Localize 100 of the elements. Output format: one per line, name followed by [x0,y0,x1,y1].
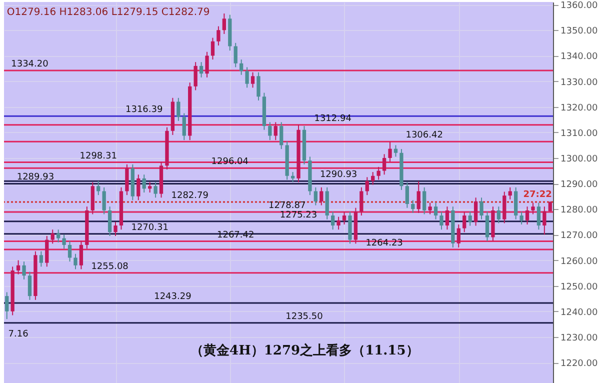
candlestick [205,51,209,78]
candlestick [531,202,535,215]
y-tick-label: 1350.00 [560,26,598,37]
y-tick-label: 1320.00 [560,103,598,114]
candlestick [388,141,392,162]
candlestick [382,154,386,176]
annotation: 27:22 [523,190,552,200]
candlestick [320,186,324,206]
annotation: （黄金4H）1279之上看多（11.15） [190,342,419,359]
candlestick [405,182,409,208]
candlestick [422,186,426,215]
candlestick [365,176,369,196]
candlestick [456,224,460,248]
candlestick [502,191,506,224]
candlestick [142,174,146,193]
ref-line-label: 1275.23 [280,210,318,220]
candlestick [485,211,490,242]
candlestick [290,172,295,183]
candlestick [234,42,238,68]
ref-line-label: 1278.87 [268,201,306,212]
ref-line-label: 1316.39 [126,105,163,116]
candlestick [394,144,398,158]
candlestick [245,66,249,88]
candlestick [125,164,129,196]
candlestick [74,253,78,270]
candlestick [102,186,106,215]
candlestick [79,240,84,270]
candlestick [250,72,255,88]
candlestick [462,211,466,233]
candlestick [45,235,49,268]
candlestick [416,180,420,214]
candlestick [542,206,546,236]
candlestick [496,206,500,224]
y-tick-label: 1360.00 [560,1,598,12]
ref-line-label: 1334.20 [11,60,49,70]
candlestick [240,59,244,76]
candlestick [525,206,530,225]
ref-line-label: 1306.42 [406,130,443,141]
candlestick [22,261,26,280]
candlestick [360,186,364,216]
ref-line-label: 1298.31 [80,151,117,162]
candlestick [331,211,335,230]
candlestick [411,200,415,214]
candlestick [148,182,152,193]
ref-line-label: 1270.31 [131,222,168,233]
y-tick-label: 1330.00 [560,78,598,88]
candlestick [28,271,32,300]
candlestick [314,186,318,206]
ref-line-label: 1312.94 [314,114,352,124]
text: O1279.16 H1283.06 L1279.15 C1282.79 [6,7,210,18]
candlestick [199,62,204,78]
candlestick [428,202,432,215]
candlestick [56,229,60,243]
candlestick [256,72,260,101]
candlestick [440,211,444,230]
y-tick-label: 1290.00 [560,180,598,190]
candlestick [222,13,226,34]
candlestick [210,37,215,60]
candlestick [342,211,346,225]
candlestick [16,260,20,275]
candlestick [194,62,198,91]
y-tick-label: 1250.00 [560,282,598,292]
y-tick-label: 1240.00 [560,308,598,318]
candlestick [136,174,140,201]
ref-line-label: 1255.08 [91,262,129,272]
candlestick [480,197,484,220]
candlestick [434,202,438,220]
candlestick [108,206,112,236]
candlestick [336,216,340,230]
y-tick-label: 1280.00 [560,206,598,216]
candlestick [5,292,9,320]
candlestick [39,250,43,268]
candlestick [274,122,278,141]
candlestick [62,234,66,250]
candlestick [520,211,524,225]
candlestick [68,240,72,262]
candlestick [376,166,380,180]
ref-line-label: 1235.50 [286,312,324,322]
candlestick [445,206,450,230]
candlestick [371,172,375,186]
y-tick-label: 1340.00 [560,52,598,62]
candlestick [216,26,220,46]
annotation: 7.16 [8,329,29,340]
ref-line-label: 1290.93 [320,170,358,180]
y-tick-label: 1310.00 [560,128,598,139]
candlestick [280,122,284,150]
y-tick-label: 1230.00 [560,333,598,344]
candlestick [182,112,186,141]
candlestick [536,202,541,230]
candlestick [468,211,472,226]
ref-line-label: 1282.79 [171,190,209,201]
y-tick-label: 1260.00 [560,256,598,267]
candlestick [50,229,54,244]
candlestick [508,186,512,200]
candlestick [474,197,478,226]
ref-line-label: 1243.29 [154,292,192,302]
candlestick [154,182,158,198]
candlestick [114,221,118,236]
ref-line-label: 1289.93 [16,172,54,183]
y-tick-label: 1220.00 [560,359,598,370]
